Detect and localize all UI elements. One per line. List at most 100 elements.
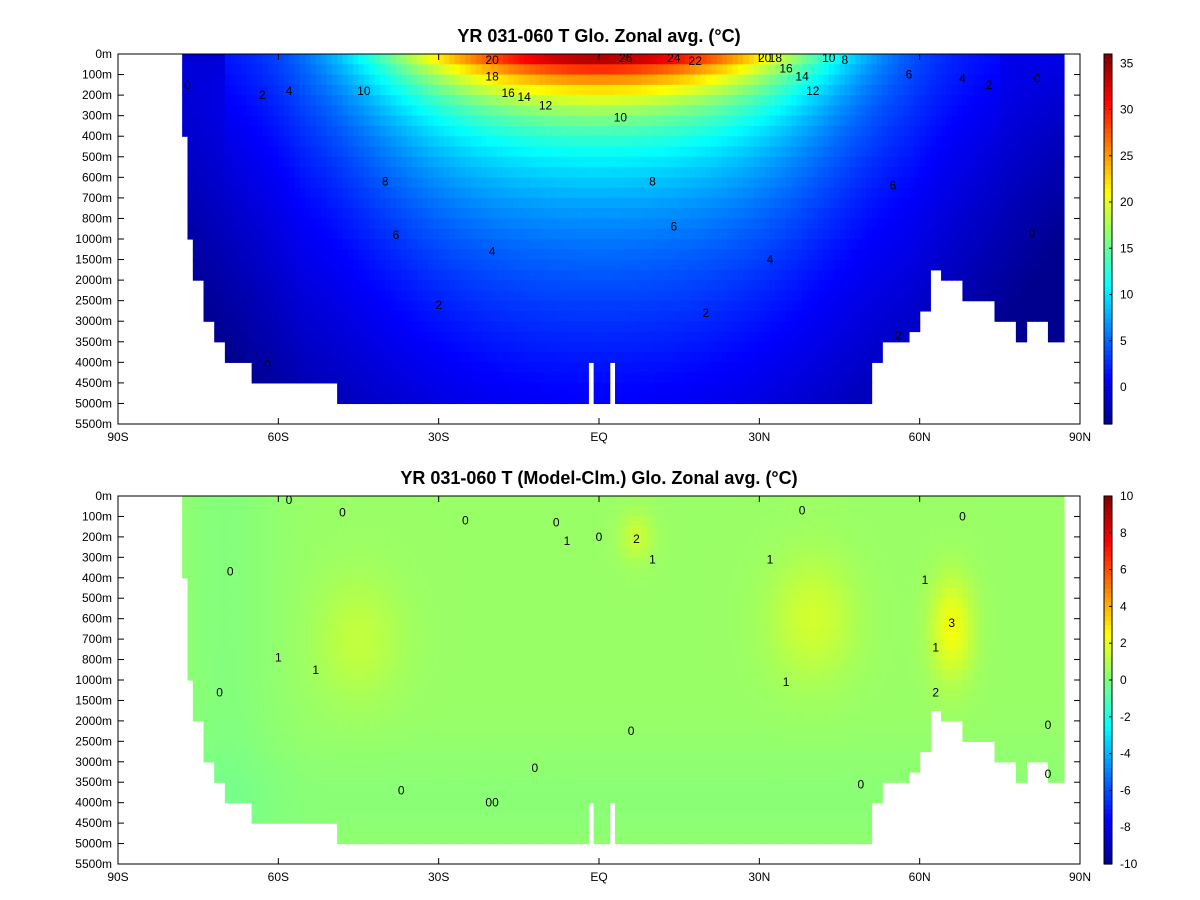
heatmap-cell [208,64,215,76]
heatmap-cell [363,393,370,405]
heatmap-cell [876,167,883,178]
heatmap-cell [203,280,210,291]
heatmap-cell [919,208,926,220]
heatmap-cell [1010,177,1017,189]
heatmap-cell [374,208,381,220]
heatmap-cell [529,352,536,363]
heatmap-cell [625,218,632,230]
heatmap-cell [764,54,771,65]
heatmap-cell [866,218,873,230]
heatmap-cell [807,239,814,250]
heatmap-cell [721,125,728,137]
heatmap-cell [978,290,985,302]
heatmap-cell [908,187,915,199]
heatmap-cell [427,382,434,394]
heatmap-cell [919,239,926,250]
heatmap-cell [278,290,285,302]
heatmap-cell [946,259,953,271]
heatmap-cell [502,64,509,76]
heatmap-cell [470,146,477,158]
heatmap-cell [369,208,376,220]
heatmap-cell [203,54,210,65]
heatmap-cell [599,136,605,148]
heatmap-cell [401,269,408,281]
heatmap-cell [737,259,744,271]
heatmap-cell [534,372,541,384]
heatmap-cell [850,197,857,209]
heatmap-cell [497,146,504,158]
heatmap-cell [732,84,739,96]
heatmap-cell [625,136,632,148]
heatmap-cell [652,136,659,148]
heatmap-cell [508,352,515,363]
heatmap-cell [492,259,499,271]
heatmap-cell [700,208,707,220]
heatmap-cell [695,382,702,394]
heatmap-cell [481,208,488,220]
heatmap-cell [743,125,750,137]
heatmap-cell [550,300,557,312]
heatmap-cell [449,331,456,343]
heatmap-cell [214,115,221,127]
heatmap-cell [828,218,835,230]
heatmap-cell [566,64,573,76]
heatmap-cell [1015,310,1022,322]
heatmap-cell [1026,84,1033,96]
heatmap-cell [620,187,627,199]
heatmap-cell [427,136,434,148]
heatmap-cell [876,331,883,343]
heatmap-cell [882,259,889,271]
heatmap-cell [994,146,1001,158]
heatmap-cell [711,74,718,86]
heatmap-cell [262,331,269,343]
heatmap-cell [278,125,285,137]
heatmap-cell [780,187,787,199]
heatmap-cell [1010,208,1017,220]
heatmap-cell [267,372,274,384]
heatmap-cell [518,125,525,137]
heatmap-cell [326,156,333,168]
heatmap-cell [615,228,621,240]
heatmap-cell [748,310,755,322]
heatmap-cell [198,74,205,86]
heatmap-cell [369,341,376,353]
heatmap-cell [636,310,643,322]
heatmap-cell [262,239,269,250]
heatmap-cell [529,74,536,86]
heatmap-cell [337,352,344,363]
heatmap-cell [791,84,798,96]
heatmap-cell [246,197,253,209]
heatmap-cell [620,177,627,189]
heatmap-cell [182,125,189,137]
heatmap-cell [807,393,814,405]
heatmap-cell [1026,208,1033,220]
heatmap-cell [267,95,274,106]
heatmap-cell [647,239,654,250]
heatmap-cell [529,310,536,322]
heatmap-cell [582,177,589,189]
heatmap-cell [262,105,269,117]
heatmap-cell [582,146,589,158]
heatmap-cell [625,372,632,384]
heatmap-cell [786,341,792,353]
heatmap-cell [983,187,990,199]
heatmap-cell [203,125,210,137]
heatmap-cell [406,115,413,127]
heatmap-cell [764,259,771,271]
heatmap-cell [390,372,397,384]
heatmap-cell [518,64,525,76]
heatmap-cell [465,197,472,209]
heatmap-cell [983,259,990,271]
heatmap-cell [775,115,782,127]
heatmap-cell [695,249,702,261]
heatmap-cell [315,372,322,384]
heatmap-cell [743,352,750,363]
heatmap-cell [967,95,974,106]
heatmap-cell [780,269,787,281]
heatmap-cell [502,197,509,209]
heatmap-cell [957,177,964,189]
heatmap-cell [802,156,809,168]
heatmap-cell [727,115,734,127]
heatmap-cell [187,125,194,137]
heatmap-cell [476,300,483,312]
